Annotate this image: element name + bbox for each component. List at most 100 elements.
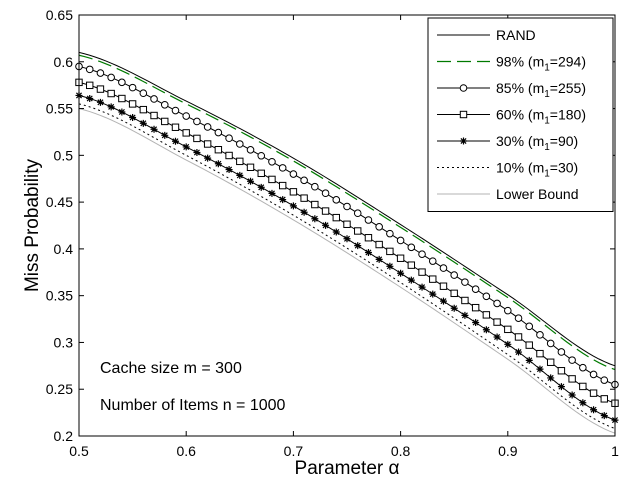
series-marker	[396, 236, 405, 245]
legend-label: 10% (m1=30)	[496, 160, 578, 180]
series-marker	[525, 322, 534, 331]
plot-frame	[78, 14, 616, 437]
series-marker	[289, 170, 298, 178]
series-marker	[504, 306, 512, 315]
series-marker	[386, 262, 394, 270]
series-marker	[214, 128, 223, 137]
ticks-layer: 0.5 0.6 0.7 0.8 0.9 1 0.2 0.25 0.3 0.35 0.4 0.45 0.5…	[46, 7, 619, 459]
series-marker	[225, 151, 233, 160]
series-marker	[268, 189, 276, 197]
series-marker	[493, 318, 501, 326]
series-marker	[311, 182, 319, 191]
legend-marker	[459, 110, 468, 119]
series-marker	[461, 278, 469, 286]
series-0	[78, 51, 616, 367]
y-tick-label: 0.4	[54, 241, 74, 257]
series-marker	[546, 339, 555, 348]
series-marker	[354, 227, 362, 235]
series-marker	[118, 108, 126, 116]
series-marker	[364, 234, 373, 242]
series-marker	[375, 223, 383, 231]
series-marker	[493, 299, 501, 308]
series-marker	[86, 94, 94, 102]
series-marker	[129, 114, 137, 122]
series-marker	[450, 271, 459, 279]
series-marker	[182, 143, 190, 151]
y-axis-title: Miss Probability	[22, 158, 43, 292]
series-marker	[471, 285, 480, 293]
series-marker	[504, 325, 512, 334]
legend-item: 10% (m1=30)	[437, 160, 578, 180]
series-marker	[557, 383, 565, 391]
series-marker	[257, 151, 266, 160]
series-marker	[150, 111, 158, 120]
series-marker	[439, 297, 447, 305]
x-tick-label: 0.8	[391, 443, 411, 459]
series-marker	[139, 105, 148, 114]
y-tick-label: 0.35	[46, 288, 73, 304]
y-tick-label: 0.65	[46, 7, 73, 23]
series-marker	[321, 207, 330, 215]
series-marker	[343, 220, 351, 228]
series-marker	[557, 348, 566, 356]
series-marker	[247, 177, 255, 185]
series-marker	[579, 382, 587, 391]
series-marker	[536, 331, 544, 339]
series-marker	[375, 240, 383, 249]
series-marker	[161, 117, 169, 126]
series-marker	[428, 257, 437, 265]
series-marker	[107, 103, 115, 111]
series-marker	[278, 164, 287, 172]
series-marker	[375, 255, 383, 263]
series-marker	[332, 213, 340, 222]
legend-item: RAND	[437, 27, 536, 43]
x-tick-label: 0.6	[176, 443, 196, 459]
legend-label: RAND	[496, 27, 536, 43]
series-marker	[203, 140, 212, 148]
series-marker	[568, 391, 576, 399]
series-marker	[300, 208, 308, 216]
series-marker	[579, 363, 587, 372]
series-marker	[600, 412, 608, 420]
legend-marker	[460, 137, 467, 145]
y-tick-label: 0.45	[46, 194, 73, 210]
series-marker	[257, 169, 265, 178]
series-marker	[86, 81, 94, 90]
x-tick-label: 0.5	[69, 443, 89, 459]
series-line	[78, 108, 616, 434]
series-marker	[139, 119, 147, 127]
series-marker	[118, 94, 126, 103]
series-marker	[150, 125, 158, 133]
series-2	[75, 62, 619, 389]
series-marker	[407, 276, 415, 284]
annotation-number-of-items: Number of Items n = 1000	[100, 397, 286, 414]
series-marker	[354, 242, 362, 250]
series-marker	[418, 268, 426, 276]
series-layer	[75, 51, 619, 434]
series-marker	[557, 367, 566, 375]
series-marker	[107, 73, 115, 82]
series-marker	[107, 89, 115, 98]
series-marker	[193, 134, 201, 143]
series-marker	[182, 129, 190, 137]
series-marker	[386, 247, 394, 256]
x-tick-label: 1	[611, 443, 619, 459]
series-marker	[546, 358, 555, 366]
series-marker	[279, 196, 287, 204]
series-marker	[139, 89, 148, 98]
series-marker	[289, 202, 297, 210]
series-marker	[407, 243, 416, 252]
series-marker	[118, 78, 126, 87]
series-marker	[461, 311, 469, 319]
series-marker	[450, 289, 458, 298]
series-marker	[257, 183, 265, 191]
legend: RAND 98% (m1=294) 85% (m1=255) 60% (m1=180)…	[427, 17, 614, 212]
series-marker	[600, 376, 609, 384]
series-marker	[590, 406, 598, 414]
y-tick-label: 0.6	[54, 54, 74, 70]
series-marker	[568, 375, 576, 383]
series-marker	[311, 215, 319, 223]
series-marker	[85, 65, 94, 74]
y-tick-label: 0.55	[46, 101, 73, 117]
